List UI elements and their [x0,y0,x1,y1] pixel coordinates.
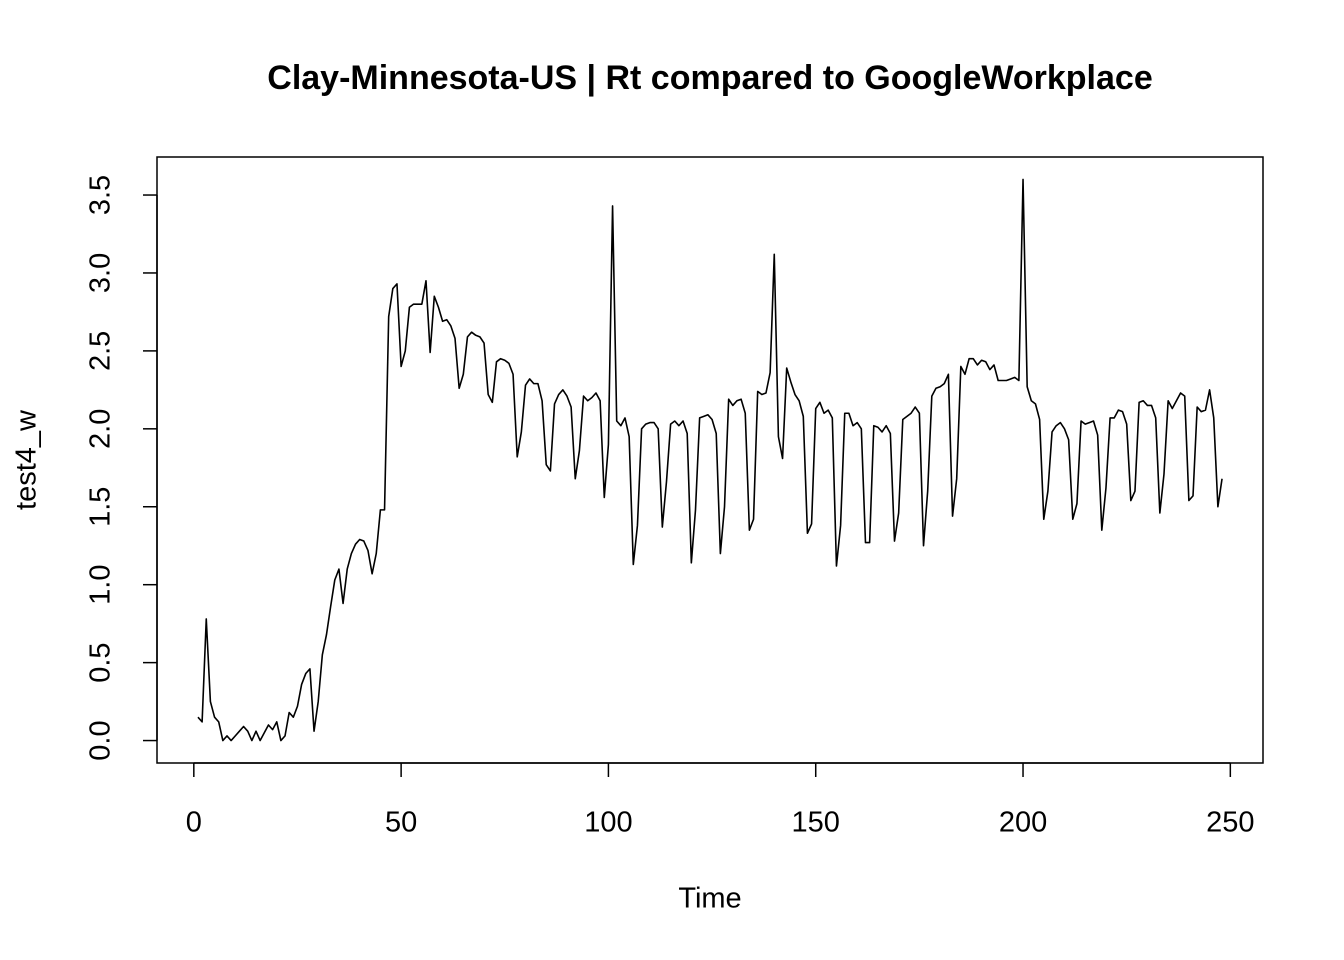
y-axis-label: test4_w [11,409,43,510]
x-tick-label: 0 [186,807,202,839]
y-tick-label: 0.0 [85,720,117,760]
x-tick-label: 250 [1206,807,1254,839]
x-tick-label: 150 [792,807,840,839]
x-tick-label: 100 [584,807,632,839]
chart-title: Clay-Minnesota-US | Rt compared to Googl… [267,59,1152,97]
y-tick-label: 3.5 [85,175,117,215]
y-tick-label: 2.0 [85,409,117,449]
y-tick-label: 0.5 [85,642,117,682]
y-tick-label: 1.0 [85,565,117,605]
y-tick-label: 2.5 [85,331,117,371]
y-tick-label: 3.0 [85,253,117,293]
y-tick-label: 1.5 [85,487,117,527]
x-tick-label: 200 [999,807,1047,839]
x-axis-label: Time [678,883,741,915]
x-tick-label: 50 [385,807,417,839]
data-line [197,178,1223,742]
